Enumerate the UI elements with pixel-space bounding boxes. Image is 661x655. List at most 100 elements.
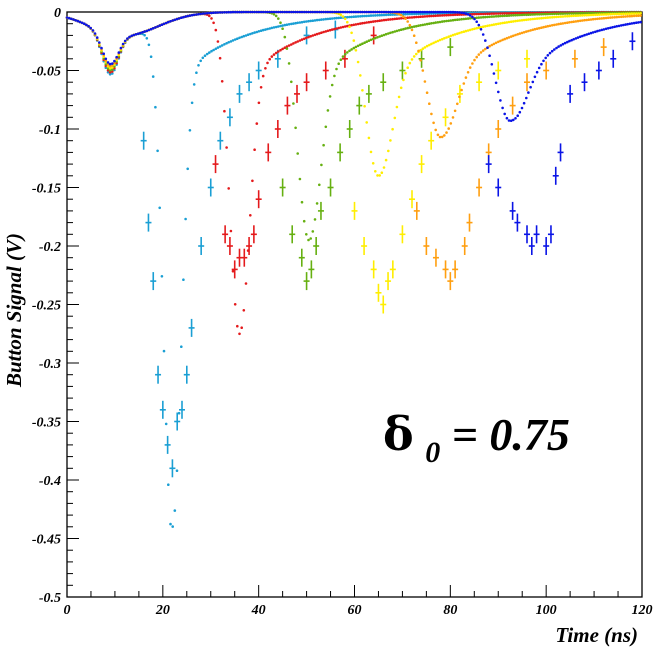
simulation-dot	[384, 32, 388, 36]
simulation-dot	[177, 17, 181, 20]
simulation-dot	[484, 25, 487, 28]
simulation-dot	[522, 11, 526, 15]
simulation-dot	[106, 65, 110, 68]
simulation-dot	[529, 85, 532, 89]
simulation-dot	[576, 14, 580, 17]
simulation-dot	[486, 24, 489, 28]
simulation-dot	[473, 58, 476, 62]
simulation-dot	[432, 21, 435, 25]
simulation-dot	[384, 18, 388, 22]
simulation-dot	[337, 12, 341, 16]
simulation-dot	[583, 18, 586, 22]
simulation-dot	[236, 10, 239, 14]
simulation-dot	[533, 27, 537, 31]
simulation-dot	[553, 15, 556, 19]
simulation-dot	[313, 218, 317, 221]
simulation-dot	[208, 14, 211, 18]
simulation-dot	[257, 30, 261, 33]
simulation-dot	[492, 23, 496, 26]
y-tick-label: -0.25	[32, 299, 61, 314]
simulation-dot	[350, 23, 353, 27]
simulation-dot	[516, 11, 519, 15]
simulation-dot	[350, 15, 353, 19]
simulation-dot	[412, 10, 416, 14]
simulation-dot	[466, 13, 470, 16]
simulation-dot	[576, 36, 580, 39]
simulation-dot	[419, 15, 422, 18]
simulation-dot	[570, 20, 573, 24]
simulation-dot	[423, 80, 427, 83]
simulation-dot	[479, 28, 483, 31]
simulation-dot	[581, 34, 584, 38]
simulation-dot	[309, 19, 313, 23]
simulation-dot	[272, 53, 276, 56]
simulation-dot	[201, 56, 205, 60]
simulation-dot	[609, 16, 612, 19]
simulation-dot	[488, 54, 491, 57]
simulation-dot	[395, 10, 399, 14]
simulation-dot	[637, 12, 640, 15]
simulation-dot	[302, 20, 306, 24]
simulation-dot	[270, 26, 274, 30]
simulation-dot	[520, 106, 524, 110]
simulation-dot	[281, 27, 284, 31]
simulation-dot	[484, 15, 487, 19]
simulation-dot	[376, 36, 379, 39]
simulation-dot	[111, 66, 114, 69]
simulation-dot	[227, 10, 230, 14]
x-tick-label: 40	[251, 603, 266, 618]
simulation-dot	[505, 21, 509, 24]
simulation-dot	[376, 14, 379, 17]
simulation-dot	[481, 25, 485, 29]
simulation-dot	[490, 23, 494, 27]
simulation-dot	[100, 46, 103, 50]
simulation-dot	[572, 20, 575, 24]
simulation-dot	[574, 14, 578, 17]
simulation-dot	[468, 28, 472, 32]
simulation-dot	[279, 48, 282, 52]
simulation-dot	[294, 126, 297, 130]
simulation-dot	[410, 28, 414, 32]
simulation-dot	[158, 24, 161, 27]
simulation-dot	[238, 36, 241, 40]
simulation-dot	[516, 19, 519, 23]
simulation-dot	[430, 10, 433, 14]
simulation-dot	[348, 10, 351, 14]
simulation-dot	[255, 30, 259, 34]
simulation-dot	[516, 114, 519, 117]
simulation-dot	[333, 74, 336, 78]
simulation-dot	[540, 12, 543, 16]
simulation-dot	[436, 133, 440, 137]
simulation-dot	[203, 12, 207, 15]
simulation-dot	[354, 10, 358, 14]
simulation-dot	[421, 10, 425, 14]
simulation-dot	[550, 24, 554, 27]
simulation-dot	[466, 29, 470, 32]
simulation-dot	[548, 16, 552, 19]
simulation-dot	[387, 13, 390, 17]
simulation-dot	[257, 10, 261, 14]
simulation-dot	[624, 12, 627, 16]
simulation-dot	[132, 33, 136, 37]
simulation-dot	[274, 25, 278, 29]
simulation-dot	[253, 31, 256, 34]
simulation-dot	[378, 35, 382, 38]
simulation-dot	[305, 233, 308, 236]
simulation-dot	[609, 26, 612, 30]
simulation-dot	[436, 14, 440, 17]
simulation-dot	[488, 24, 491, 27]
simulation-dot	[343, 53, 347, 56]
simulation-dot	[218, 45, 222, 48]
simulation-dot	[550, 12, 554, 16]
simulation-dot	[591, 31, 595, 34]
simulation-dot	[494, 14, 498, 18]
simulation-dot	[428, 14, 431, 18]
simulation-dot	[477, 53, 481, 56]
simulation-dot	[374, 36, 377, 40]
simulation-dot	[300, 10, 304, 14]
simulation-dot	[277, 10, 280, 14]
simulation-dot	[391, 13, 394, 16]
simulation-dot	[596, 17, 599, 21]
simulation-dot	[229, 229, 233, 233]
simulation-dot	[223, 11, 226, 14]
